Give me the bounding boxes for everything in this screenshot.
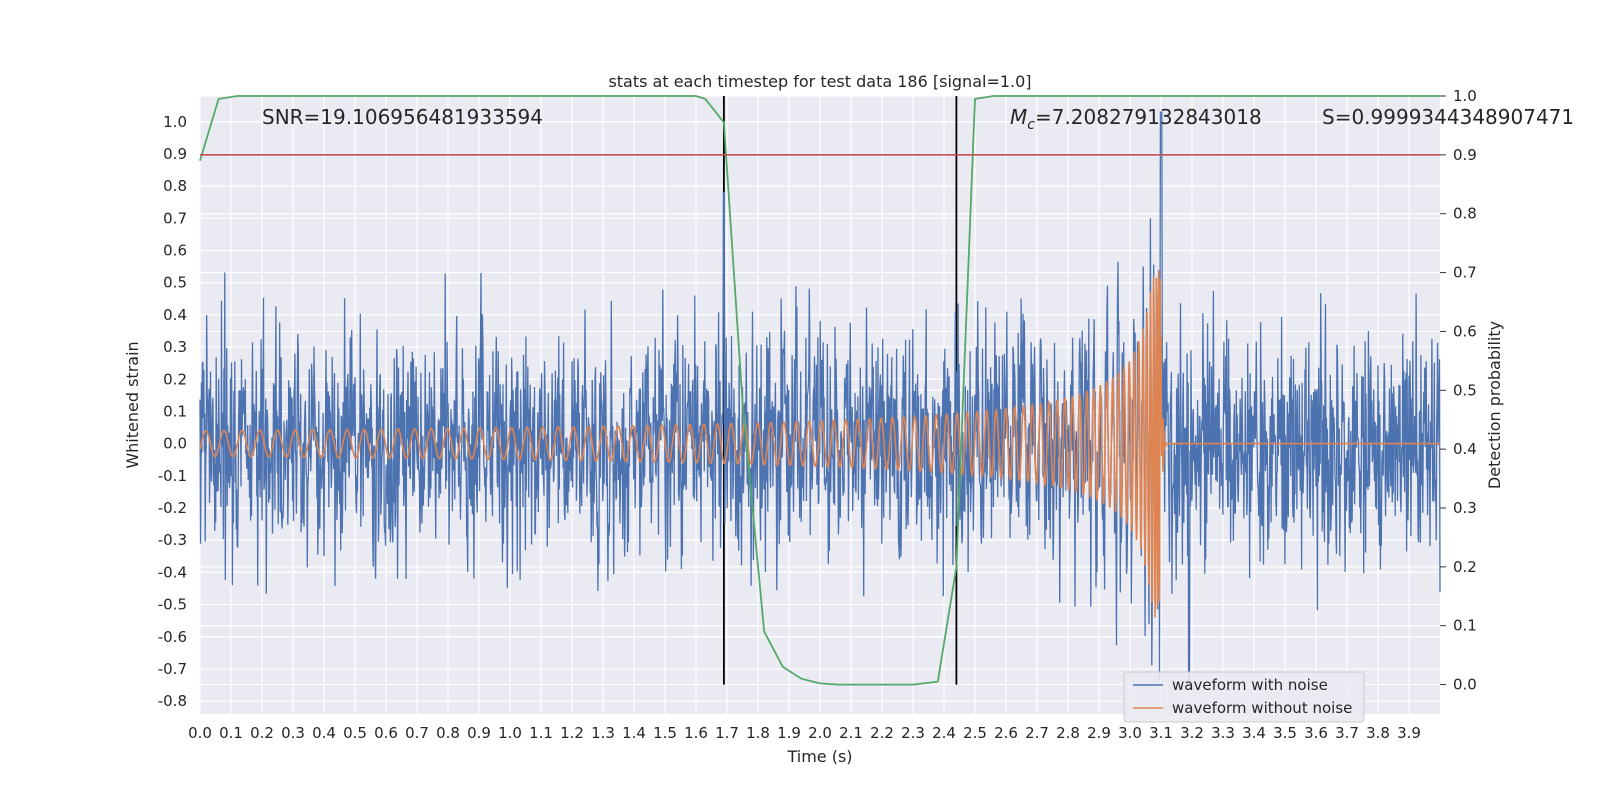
x-tick-label: 2.5 xyxy=(963,724,987,742)
chirp-mass-symbol: M xyxy=(1010,105,1027,129)
y2-tick-label: 0.2 xyxy=(1453,558,1477,576)
series-detection-probability xyxy=(199,95,1440,686)
y-tick-label: -0.3 xyxy=(158,531,187,549)
series-waveform-without-noise xyxy=(199,269,1440,618)
x-tick-label: 3.2 xyxy=(1180,724,1204,742)
y-tick-label: -0.4 xyxy=(158,563,187,581)
y2-axis-label: Detection probability xyxy=(1485,321,1504,489)
y2-tick-label: 0.3 xyxy=(1453,499,1477,517)
x-tick-label: 1.9 xyxy=(777,724,801,742)
x-tick-label: 0.3 xyxy=(281,724,305,742)
x-tick-label: 2.8 xyxy=(1056,724,1080,742)
x-tick-label: 0.4 xyxy=(312,724,336,742)
y-tick-label: -0.1 xyxy=(158,467,187,485)
x-tick-label: 2.3 xyxy=(901,724,925,742)
s-annotation: S=0.9999344348907471 xyxy=(1322,105,1574,129)
y2-tick-label: 0.1 xyxy=(1453,617,1477,635)
x-tick-label: 1.0 xyxy=(498,724,522,742)
x-tick-label: 3.1 xyxy=(1149,724,1173,742)
y-tick-label: -0.2 xyxy=(158,499,187,517)
x-tick-label: 0.7 xyxy=(405,724,429,742)
x-tick-label: 0.6 xyxy=(374,724,398,742)
y-tick-label: 0.0 xyxy=(163,435,187,453)
y2-tick-label: 0.9 xyxy=(1453,146,1477,164)
clean-line xyxy=(199,269,1440,618)
legend-label-noise: waveform with noise xyxy=(1172,676,1328,694)
y2-tick-label: 0.7 xyxy=(1453,264,1477,282)
chart-title: stats at each timestep for test data 186… xyxy=(608,72,1031,91)
y-tick-label: 0.7 xyxy=(163,209,187,227)
x-tick-label: 0.0 xyxy=(188,724,212,742)
x-tick-label: 3.3 xyxy=(1211,724,1235,742)
y-tick-label: 0.6 xyxy=(163,242,187,260)
y-tick-label: -0.8 xyxy=(158,692,187,710)
y-tick-label: 0.8 xyxy=(163,177,187,195)
legend-box xyxy=(1123,671,1365,723)
y2-axis-ticks: 1.0 0.9 0.8 0.7 0.6 0.5 0.4 0.3 0.2 0.1 0.0 xyxy=(1440,87,1477,694)
x-tick-label: 1.7 xyxy=(715,724,739,742)
x-tick-label: 1.8 xyxy=(746,724,770,742)
y2-tick-label: 0.8 xyxy=(1453,205,1477,223)
y-axis-ticks: 1.0 0.9 0.8 0.7 0.6 0.5 0.4 0.3 0.2 0.1 0.0 -0.1 -0.… xyxy=(158,113,187,710)
legend-label-clean: waveform without noise xyxy=(1172,699,1352,717)
x-tick-label: 1.2 xyxy=(560,724,584,742)
x-tick-label: 2.9 xyxy=(1087,724,1111,742)
probability-line xyxy=(199,95,1440,686)
x-tick-label: 3.4 xyxy=(1242,724,1266,742)
y2-tick-label: 1.0 xyxy=(1453,87,1477,105)
x-tick-label: 3.7 xyxy=(1335,724,1359,742)
y-tick-label: 0.4 xyxy=(163,306,187,324)
x-tick-label: 1.5 xyxy=(653,724,677,742)
x-tick-label: 3.6 xyxy=(1304,724,1328,742)
y-tick-label: -0.5 xyxy=(158,596,187,614)
y-tick-label: 1.0 xyxy=(163,113,187,131)
x-tick-label: 3.8 xyxy=(1366,724,1390,742)
x-tick-label: 1.1 xyxy=(529,724,553,742)
x-tick-label: 3.5 xyxy=(1273,724,1297,742)
x-tick-label: 1.6 xyxy=(684,724,708,742)
x-tick-label: 2.7 xyxy=(1025,724,1049,742)
x-tick-label: 1.3 xyxy=(591,724,615,742)
y2-tick-label: 0.5 xyxy=(1453,381,1477,399)
snr-annotation: SNR=19.106956481933594 xyxy=(262,105,543,129)
x-tick-label: 0.1 xyxy=(219,724,243,742)
x-tick-label: 2.4 xyxy=(932,724,956,742)
noise-line xyxy=(199,111,1441,683)
x-tick-label: 0.5 xyxy=(343,724,367,742)
x-axis-ticks: 0.0 0.1 0.2 0.3 0.4 0.5 0.6 0.7 0.8 0.9 1.0 1.1 1.2 1… xyxy=(188,724,1421,742)
x-tick-label: 3.9 xyxy=(1397,724,1421,742)
legend: waveform with noise waveform without noi… xyxy=(1123,671,1365,723)
x-tick-label: 2.0 xyxy=(808,724,832,742)
y-tick-label: -0.6 xyxy=(158,628,187,646)
y-tick-label: 0.9 xyxy=(163,145,187,163)
y2-tick-label: 0.4 xyxy=(1453,440,1477,458)
x-tick-label: 2.2 xyxy=(870,724,894,742)
x-tick-label: 3.0 xyxy=(1118,724,1142,742)
chirp-mass-value: =7.208279132843018 xyxy=(1035,105,1262,129)
chirp-mass-subscript: c xyxy=(1027,117,1035,133)
x-tick-label: 0.8 xyxy=(436,724,460,742)
y2-tick-label: 0.6 xyxy=(1453,322,1477,340)
x-tick-label: 0.9 xyxy=(467,724,491,742)
x-tick-label: 2.6 xyxy=(994,724,1018,742)
y-tick-label: -0.7 xyxy=(158,660,187,678)
y-tick-label: 0.3 xyxy=(163,338,187,356)
x-tick-label: 1.4 xyxy=(622,724,646,742)
y2-tick-label: 0.0 xyxy=(1453,676,1477,694)
y-axis-label: Whitened strain xyxy=(123,341,142,468)
chirp-mass-annotation: Mc=7.208279132843018 xyxy=(1010,105,1262,133)
series-waveform-with-noise xyxy=(199,111,1441,683)
y-tick-label: 0.5 xyxy=(163,274,187,292)
x-tick-label: 2.1 xyxy=(839,724,863,742)
x-axis-label: Time (s) xyxy=(786,747,852,766)
y-tick-label: 0.2 xyxy=(163,370,187,388)
y-tick-label: 0.1 xyxy=(163,402,187,420)
x-tick-label: 0.2 xyxy=(250,724,274,742)
